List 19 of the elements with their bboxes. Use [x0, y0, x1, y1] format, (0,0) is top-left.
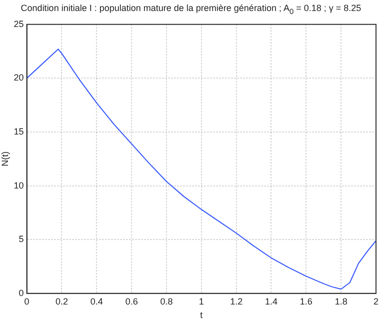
y-tick-label: 20 — [14, 72, 24, 83]
x-tick-label: 1.6 — [300, 296, 312, 306]
y-tick-label: 5 — [18, 234, 24, 244]
y-tick-label: 15 — [14, 126, 24, 136]
chart-title: Condition initiale I : population mature de la première génération ; A$_{0}$ = 0.18 ; γ = 8.25 — [20, 2, 362, 16]
x-tick-label: 1.4 — [264, 296, 278, 306]
y-tick-label: 0 — [18, 288, 24, 298]
y-axis-title: N(t) — [0, 151, 10, 166]
x-axis-title: t — [200, 310, 204, 320]
x-tick-label: 0.6 — [125, 296, 138, 306]
y-tick-label: 25 — [14, 18, 24, 29]
y-tick-label: 10 — [14, 180, 24, 190]
x-tick-label: 0.2 — [55, 296, 68, 306]
x-tick-label: 1 — [198, 296, 204, 306]
x-tick-label: 0.4 — [90, 296, 103, 306]
x-tick-label: 1.2 — [230, 296, 243, 306]
x-tick-label: 1.8 — [334, 296, 348, 306]
x-tick-label: 2 — [373, 296, 379, 306]
x-tick-label: 0.8 — [160, 296, 173, 306]
